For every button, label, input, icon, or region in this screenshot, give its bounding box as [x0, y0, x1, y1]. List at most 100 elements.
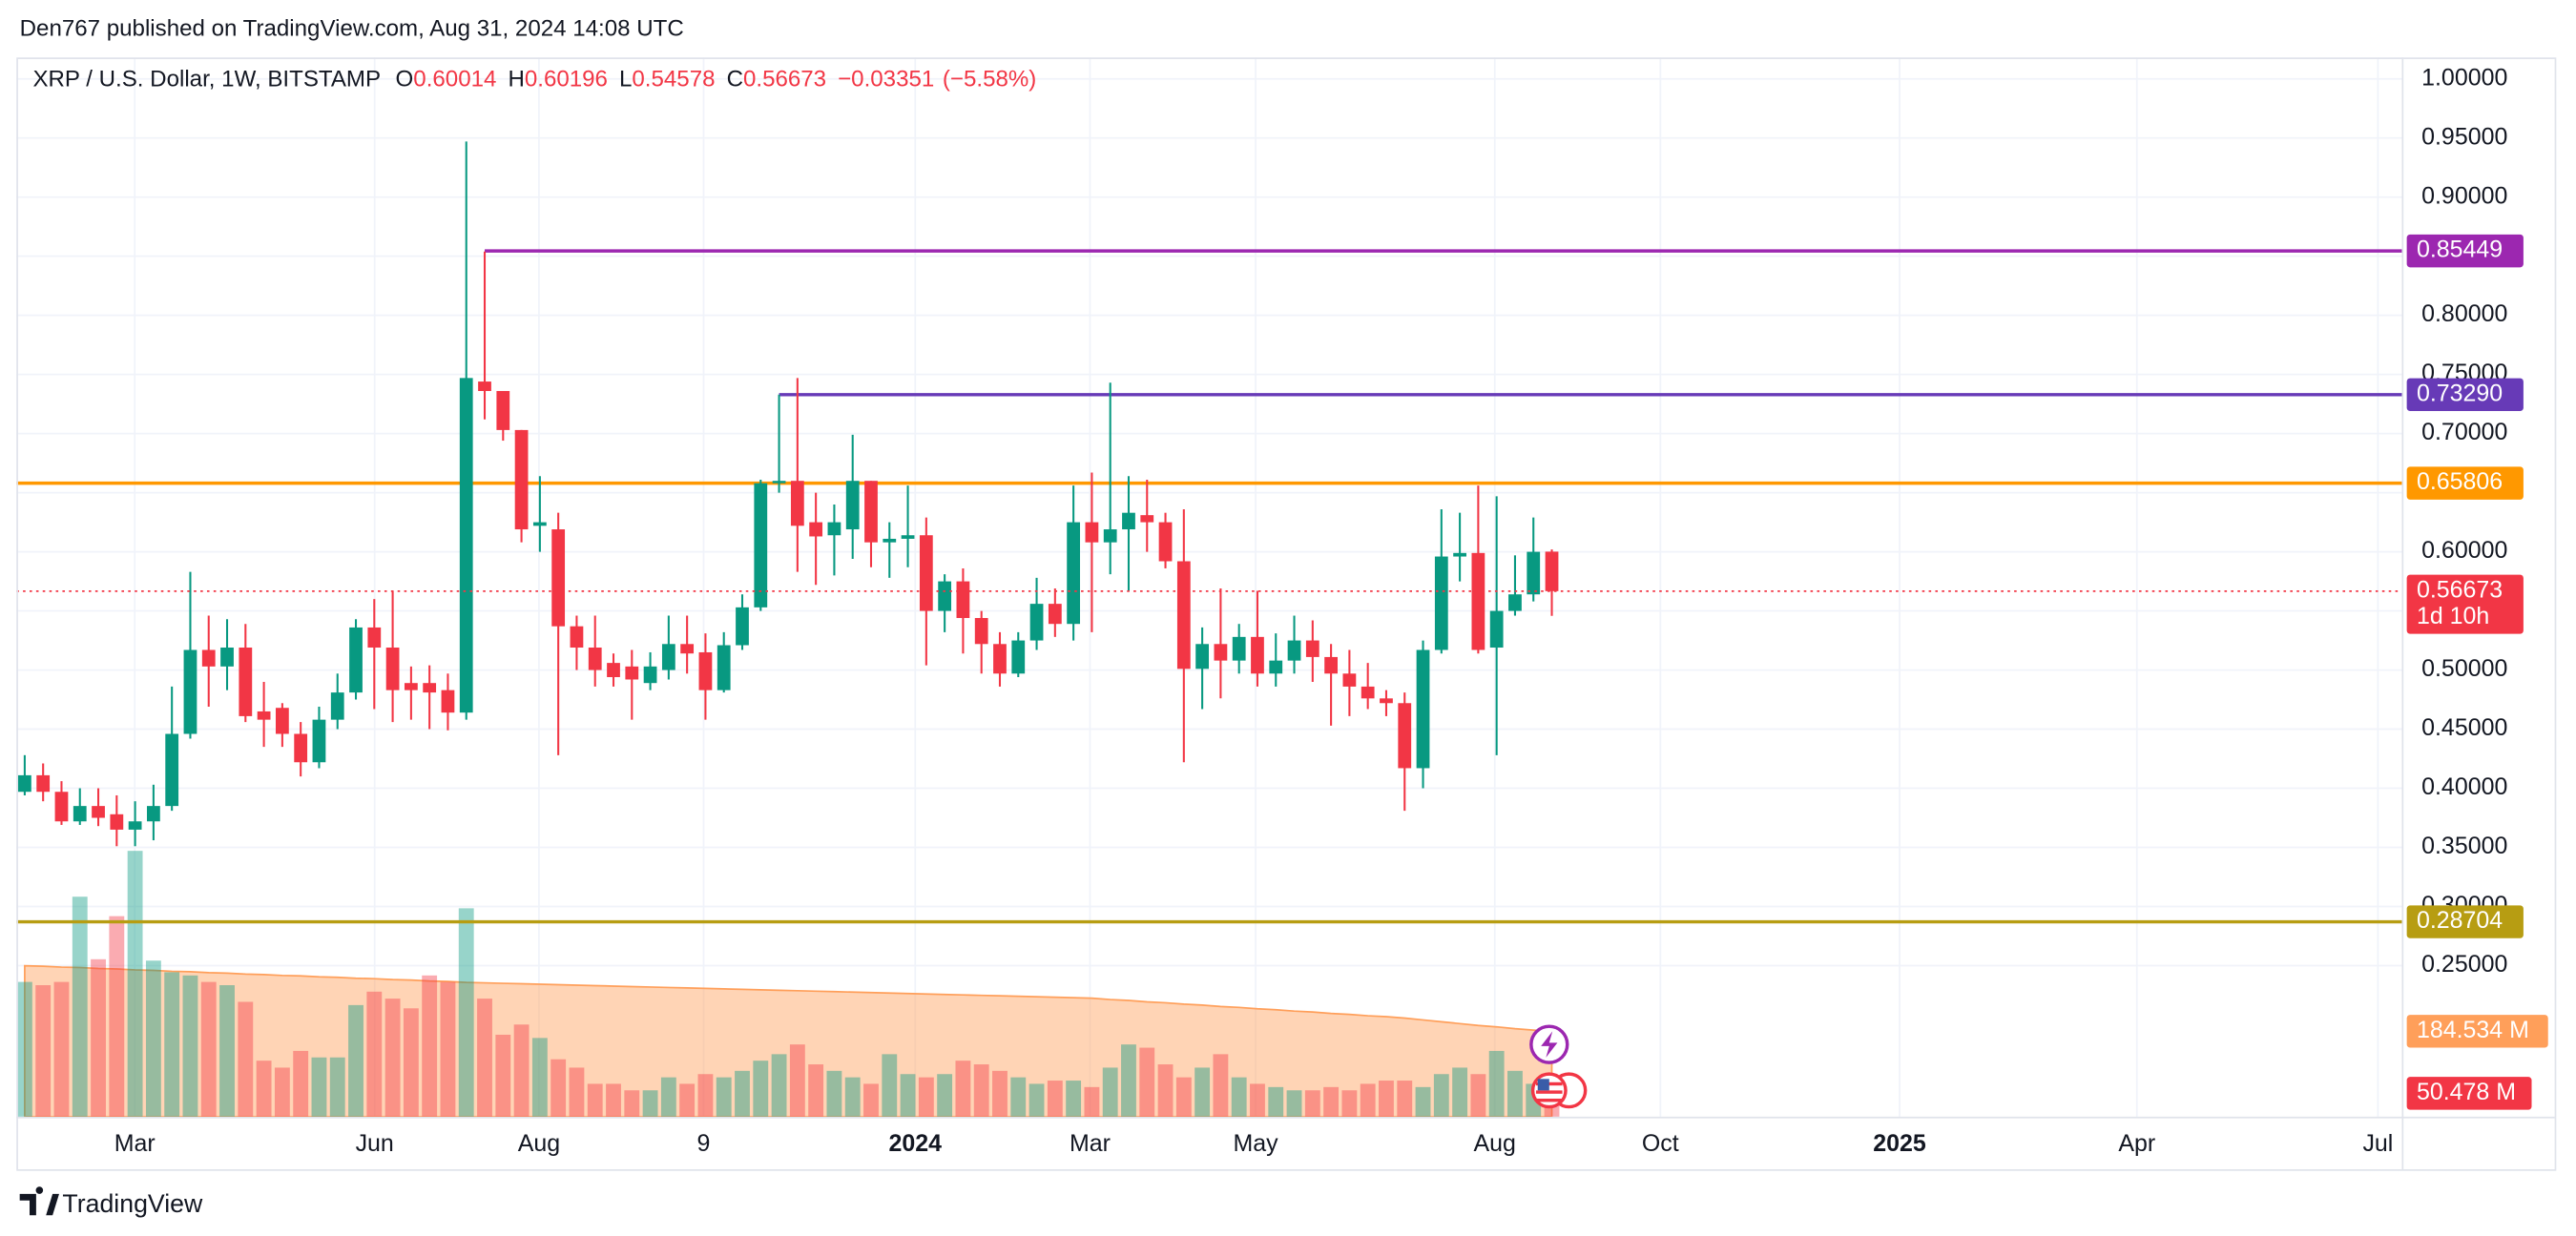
volume-bar: [569, 1067, 585, 1117]
event-icons: [1529, 1024, 1588, 1109]
volume-bar: [1066, 1081, 1082, 1117]
candle-body: [257, 711, 271, 720]
y-tick-label: 1.00000: [2421, 64, 2507, 91]
symbol: XRP / U.S. Dollar, 1W, BITSTAMP: [32, 67, 381, 93]
legend: XRP / U.S. Dollar, 1W, BITSTAMP O0.60014 H…: [32, 67, 1036, 93]
candle-body: [36, 774, 51, 793]
y-tick-label: 0.45000: [2421, 714, 2507, 741]
candle-body: [165, 733, 179, 807]
candle-body: [883, 538, 897, 543]
volume-bar: [403, 1008, 419, 1117]
volume-bar: [1121, 1044, 1136, 1117]
candle-body: [551, 529, 566, 627]
volume-bar: [35, 984, 52, 1117]
volume-ma-badge: [2406, 1015, 2548, 1048]
candle-body: [588, 648, 602, 670]
candle-body: [312, 719, 326, 763]
y-tick-label: 0.40000: [2421, 773, 2507, 800]
legend-high: 0.60196: [525, 67, 608, 93]
candle-body: [1527, 551, 1541, 595]
y-tick-label: 0.25000: [2421, 951, 2507, 978]
candle-body: [864, 481, 878, 543]
legend-change-percent: (−5.58%): [943, 67, 1036, 93]
candle-body: [1011, 640, 1026, 674]
volume-bar: [311, 1057, 327, 1117]
candle-body: [1489, 610, 1504, 649]
volume-bar: [348, 1004, 364, 1117]
volume-bar: [844, 1077, 861, 1117]
candle-body: [790, 481, 804, 526]
candle-body: [183, 649, 197, 734]
x-tick-label: Mar: [1070, 1130, 1111, 1157]
legend-open: 0.60014: [413, 67, 496, 93]
volume-bar: [716, 1077, 732, 1117]
candle-body: [1471, 552, 1485, 650]
y-tick-label: 0.50000: [2421, 655, 2507, 682]
candle-body: [1029, 604, 1044, 641]
volume-bar: [992, 1070, 1008, 1117]
flag-canton: [1537, 1079, 1549, 1091]
volume-bar: [973, 1064, 989, 1117]
volume-bar: [1157, 1064, 1174, 1117]
volume-bar: [551, 1059, 567, 1117]
x-tick-label: 2024: [889, 1130, 943, 1157]
level-badge-text: 0.65806: [2417, 468, 2503, 495]
y-tick-label: 0.95000: [2421, 123, 2507, 150]
volume-bar: [1102, 1067, 1118, 1117]
level-badge-text: 0.73290: [2417, 380, 2503, 406]
volume-bar: [91, 958, 106, 1117]
level-badge: [2406, 234, 2524, 268]
candle-body: [919, 535, 933, 611]
volume-bar: [1507, 1070, 1523, 1117]
last-price-badge: [2406, 574, 2524, 634]
volume-bar: [109, 916, 125, 1117]
candle-body: [1324, 656, 1338, 674]
volume-bar: [1323, 1086, 1340, 1117]
volume-bar: [1047, 1081, 1063, 1117]
candle-body: [330, 692, 344, 720]
volume-bar: [182, 975, 198, 1117]
candle-body: [423, 683, 437, 693]
candle-body: [827, 522, 841, 536]
candle-body: [901, 535, 915, 539]
candle-body: [275, 708, 289, 734]
candle-body: [220, 648, 234, 667]
volume-bar: [587, 1083, 603, 1117]
candle-body: [1158, 522, 1173, 562]
volume-bar: [366, 991, 383, 1117]
candles: [16, 141, 2402, 847]
candle-body: [1067, 522, 1081, 625]
x-tick-label: Jun: [356, 1130, 394, 1157]
volume-bar: [53, 981, 70, 1117]
volume-bar: [477, 999, 492, 1117]
volume-ma-area: [24, 964, 1553, 1118]
candle-body: [110, 814, 124, 830]
volume-bar: [1286, 1090, 1302, 1117]
legend-close: 0.56673: [743, 67, 826, 93]
last-price-badge-text: 1d 10h: [2417, 603, 2489, 629]
candle-body: [1103, 529, 1117, 543]
candle-body: [993, 644, 1007, 674]
volume-bar: [1268, 1086, 1284, 1117]
levels: [16, 249, 2402, 924]
candle-body: [772, 481, 786, 484]
candle-body: [974, 618, 988, 645]
volume-pane: [16, 851, 1560, 1118]
y-tick-label: 0.35000: [2421, 833, 2507, 859]
volume-bar: [771, 1054, 787, 1117]
volume-badge-text: 50.478 M: [2417, 1079, 2516, 1105]
volume-bar: [440, 981, 456, 1117]
candle-body: [239, 648, 253, 716]
candle-body: [1122, 512, 1135, 530]
volume-bar: [1213, 1054, 1229, 1117]
last-price-badge-text: 0.56673: [2417, 576, 2503, 603]
candle-body: [404, 683, 418, 690]
volume-bar: [293, 1050, 309, 1117]
volume-bar: [642, 1090, 658, 1117]
candle-body: [607, 663, 620, 677]
volume-bar: [256, 1061, 272, 1117]
candle-body: [128, 821, 142, 830]
volume-bar: [1360, 1083, 1376, 1117]
candle-body: [1085, 522, 1099, 543]
